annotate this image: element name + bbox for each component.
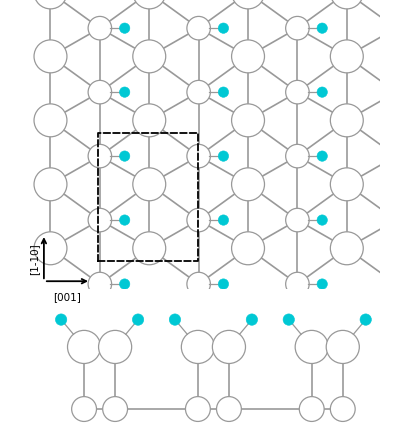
Circle shape	[185, 397, 210, 421]
Circle shape	[330, 169, 363, 201]
Circle shape	[71, 397, 96, 421]
Circle shape	[218, 88, 228, 98]
Circle shape	[218, 215, 228, 226]
Circle shape	[88, 145, 111, 169]
Circle shape	[316, 279, 326, 290]
Circle shape	[216, 397, 241, 421]
Circle shape	[98, 331, 132, 364]
Circle shape	[245, 314, 257, 325]
Circle shape	[218, 152, 228, 162]
Circle shape	[186, 272, 210, 296]
Circle shape	[119, 24, 130, 34]
Circle shape	[102, 397, 127, 421]
Circle shape	[383, 272, 401, 296]
Circle shape	[285, 145, 308, 169]
Circle shape	[169, 314, 180, 325]
Circle shape	[285, 209, 308, 232]
Circle shape	[34, 232, 67, 265]
Circle shape	[119, 215, 130, 226]
Circle shape	[55, 314, 67, 325]
Circle shape	[294, 331, 328, 364]
Circle shape	[285, 18, 308, 41]
Circle shape	[231, 105, 264, 138]
Circle shape	[119, 279, 130, 290]
Circle shape	[231, 0, 264, 10]
Circle shape	[132, 169, 165, 201]
Circle shape	[132, 314, 144, 325]
Circle shape	[181, 331, 214, 364]
Circle shape	[34, 105, 67, 138]
Circle shape	[330, 397, 354, 421]
Circle shape	[383, 81, 401, 105]
Circle shape	[186, 145, 210, 169]
Circle shape	[383, 209, 401, 232]
Text: [1-10]: [1-10]	[29, 242, 39, 274]
Circle shape	[132, 232, 165, 265]
Circle shape	[119, 88, 130, 98]
Circle shape	[231, 232, 264, 265]
Circle shape	[212, 331, 245, 364]
Circle shape	[132, 0, 165, 10]
Circle shape	[119, 152, 130, 162]
Circle shape	[359, 314, 371, 325]
Circle shape	[383, 18, 401, 41]
Circle shape	[132, 105, 165, 138]
Circle shape	[132, 41, 165, 74]
Circle shape	[330, 105, 363, 138]
Circle shape	[34, 41, 67, 74]
Circle shape	[88, 209, 111, 232]
Circle shape	[231, 41, 264, 74]
Circle shape	[186, 209, 210, 232]
Circle shape	[88, 81, 111, 105]
Circle shape	[325, 331, 358, 364]
Circle shape	[282, 314, 294, 325]
Circle shape	[186, 18, 210, 41]
Circle shape	[231, 169, 264, 201]
Circle shape	[67, 331, 100, 364]
Circle shape	[330, 41, 363, 74]
Circle shape	[299, 397, 323, 421]
Circle shape	[34, 169, 67, 201]
Circle shape	[186, 81, 210, 105]
Circle shape	[330, 232, 363, 265]
Circle shape	[330, 0, 363, 10]
Circle shape	[88, 18, 111, 41]
Circle shape	[34, 0, 67, 10]
Circle shape	[316, 88, 326, 98]
Circle shape	[218, 24, 228, 34]
Circle shape	[383, 145, 401, 169]
Circle shape	[316, 24, 326, 34]
Circle shape	[88, 272, 111, 296]
Circle shape	[285, 81, 308, 105]
Circle shape	[218, 279, 228, 290]
Circle shape	[316, 215, 326, 226]
Circle shape	[285, 272, 308, 296]
Circle shape	[316, 152, 326, 162]
Text: [001]: [001]	[53, 291, 81, 301]
